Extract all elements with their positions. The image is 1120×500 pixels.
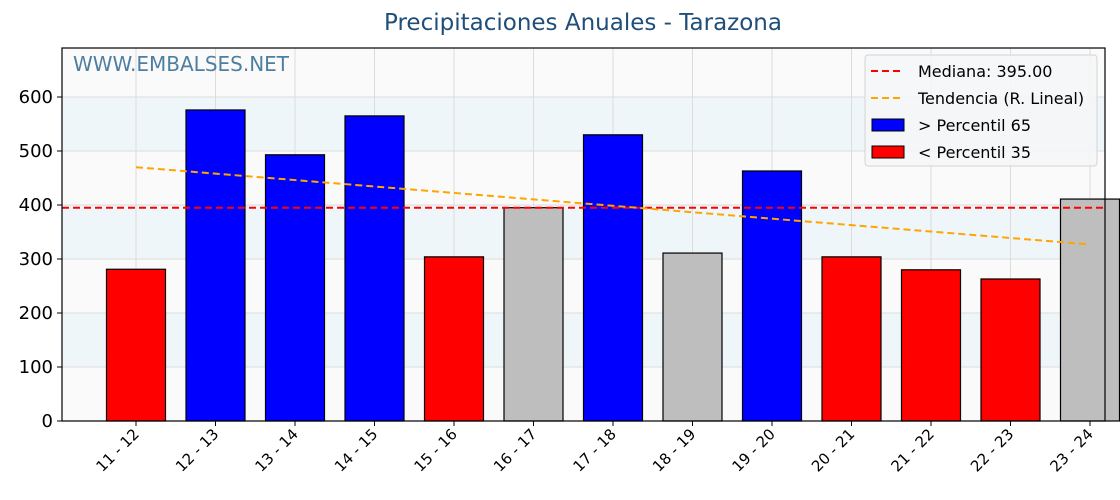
bar-22-23 [980,278,1041,422]
x-tick-label: 11 - 12 [93,425,143,475]
legend-item-label: < Percentil 35 [918,143,1031,162]
y-axis: 0 100 200 300 400 500 600 [19,87,62,432]
x-tick-label: 15 - 16 [411,425,461,475]
bar-23-24 [1059,198,1120,422]
bar-11-12 [105,268,167,422]
bar-13-14 [264,154,326,422]
x-tick-label: 23 - 24 [1047,425,1097,475]
bar-19-20 [741,170,803,422]
legend: Mediana: 395.00 Tendencia (R. Lineal) > P… [864,54,1098,167]
x-tick-label: 16 - 17 [490,425,540,475]
bar-14-15 [344,115,405,422]
y-tick-label: 600 [19,87,53,108]
plot-frame [61,47,1106,422]
bar-17-18 [582,134,644,422]
legend-item-label: Mediana: 395.00 [918,62,1052,81]
bar-20-21 [821,256,882,422]
x-tick-label: 21 - 22 [888,425,938,475]
y-tick-label: 100 [19,357,53,378]
x-tick-label: 19 - 20 [729,425,779,475]
y-tick-label: 300 [19,249,53,270]
x-tick-label: 17 - 18 [570,425,620,475]
y-tick-label: 400 [19,195,53,216]
y-tick-label: 0 [42,411,53,432]
x-tick-label: 14 - 15 [331,425,381,475]
bar-21-22 [900,269,962,422]
legend-item-label: > Percentil 65 [918,116,1031,135]
bar-18-19 [662,252,723,422]
y-tick-label: 200 [19,303,53,324]
bar-15-16 [423,256,485,422]
bar-16-17 [503,207,564,422]
bars [105,109,1120,422]
x-tick-label: 12 - 13 [172,425,222,475]
x-tick-label: 22 - 23 [967,425,1017,475]
x-tick-label: 20 - 21 [808,425,858,475]
bar-12-13 [185,109,246,422]
y-tick-label: 500 [19,141,53,162]
watermark: WWW.EMBALSES.NET [73,52,290,76]
x-axis: 11 - 12 12 - 13 13 - 14 14 - 15 15 - 16 16 - … [93,421,1097,475]
x-tick-label: 18 - 19 [649,425,699,475]
trend-line [135,166,1091,246]
legend-item-label: Tendencia (R. Lineal) [917,89,1084,108]
x-tick-label: 13 - 14 [252,425,302,475]
chart-title: Precipitaciones Anuales - Tarazona [384,10,782,36]
